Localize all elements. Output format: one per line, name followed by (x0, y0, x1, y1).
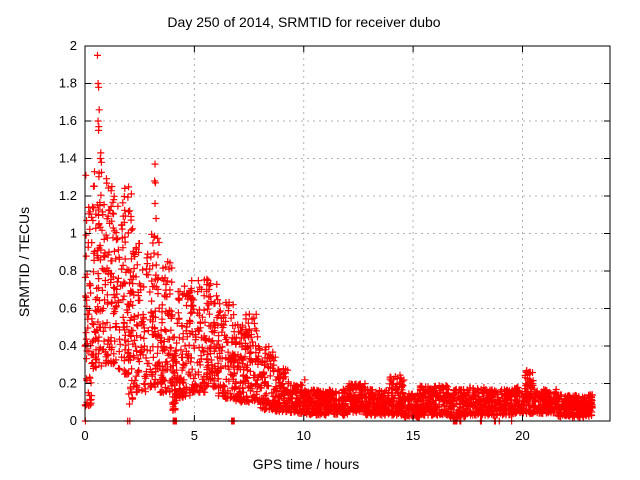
y-tick-label: 0.4 (59, 338, 77, 353)
x-tick-label: 5 (191, 428, 198, 443)
y-tick-label: 0 (70, 413, 77, 428)
y-tick-label: 1 (70, 226, 77, 241)
x-tick-label: 0 (81, 428, 88, 443)
y-tick-label: 1.8 (59, 76, 77, 91)
y-tick-label: 1.6 (59, 113, 77, 128)
scatter-points (81, 51, 596, 425)
x-tick-label: 10 (297, 428, 311, 443)
y-tick-label: 0.6 (59, 301, 77, 316)
y-tick-label: 0.2 (59, 376, 77, 391)
chart-title: Day 250 of 2014, SRMTID for receiver dub… (167, 14, 441, 30)
y-tick-label: 1.2 (59, 188, 77, 203)
y-tick-label: 0.8 (59, 263, 77, 278)
x-axis-label: GPS time / hours (252, 456, 360, 472)
x-tick-label: 20 (515, 428, 529, 443)
y-tick-label: 1.4 (59, 151, 77, 166)
y-tick-label: 2 (70, 38, 77, 53)
x-tick-label: 15 (406, 428, 420, 443)
